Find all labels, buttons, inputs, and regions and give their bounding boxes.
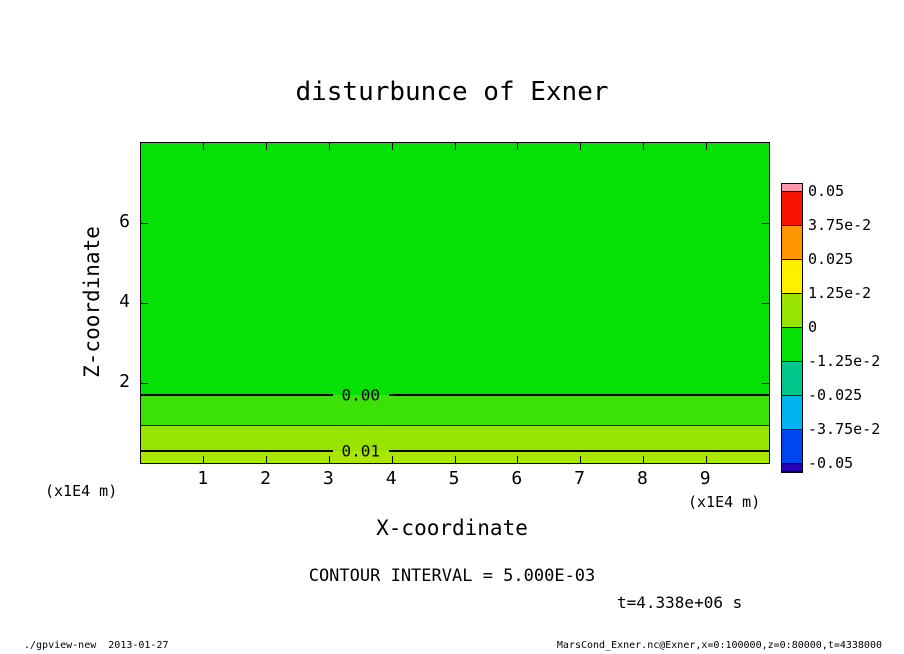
contour-label: 0.01 [341,441,381,461]
x-tick-mark [328,456,330,463]
z-tick-mark [762,222,769,224]
contour-line [388,394,769,396]
chart-title: disturbunce of Exner [295,77,609,107]
z-axis-unit-label: (x1E4 m) [45,482,118,500]
colorbar-box [782,260,802,294]
x-tick-mark [266,143,268,150]
x-tick-mark [454,456,456,463]
x-tick-mark [580,143,582,150]
x-tick-label: 5 [448,468,460,489]
x-tick-label: 7 [574,468,586,489]
colorbar [781,183,803,473]
colorbar-label: 0.025 [808,250,854,268]
x-tick-mark [266,456,268,463]
colorbar-label: -3.75e-2 [808,420,881,438]
colorbar-label: 0 [808,318,818,336]
shade-band [141,395,769,425]
shade-band [141,425,769,451]
x-tick-mark [705,456,707,463]
colorbar-label: -0.05 [808,454,854,472]
contour-label: 0.00 [341,385,381,405]
x-tick-mark [391,143,393,150]
colorbar-box [782,328,802,362]
time-annotation: t=4.338e+06 s [617,593,743,612]
x-tick-mark [328,143,330,150]
z-tick-label: 6 [119,211,130,232]
colorbar-box [782,192,802,226]
x-tick-mark [705,143,707,150]
colorbar-box [782,430,802,464]
x-tick-mark [642,143,644,150]
colorbar-box [782,362,802,396]
x-tick-mark [517,456,519,463]
z-tick-label: 2 [119,371,130,392]
colorbar-box [782,396,802,430]
colorbar-label: -1.25e-2 [808,352,881,370]
x-axis-title: X-coordinate [376,516,528,540]
colorbar-label: 3.75e-2 [808,216,872,234]
contour-line [141,450,333,452]
contour-interval-note: CONTOUR INTERVAL = 5.000E-03 [308,566,596,586]
x-tick-label: 6 [511,468,523,489]
x-tick-label: 3 [322,468,334,489]
colorbar-label: 1.25e-2 [808,284,872,302]
colorbar-box [782,226,802,260]
plot-area: 0.00 0.01 [140,142,770,464]
colorbar-box [782,294,802,328]
colorbar-label: -0.025 [808,386,863,404]
x-tick-mark [203,143,205,150]
x-tick-mark [454,143,456,150]
shade-band [141,143,769,395]
x-axis-unit-label: (x1E4 m) [688,493,761,511]
contour-line [388,450,769,452]
z-tick-mark [141,382,148,384]
x-tick-label: 1 [197,468,209,489]
colorbar-label: 0.05 [808,182,845,200]
x-tick-mark [517,143,519,150]
footer-command-text: ./gpview-new 2013-01-27 [24,640,169,651]
colorbar-box [782,464,802,472]
x-tick-mark [391,456,393,463]
x-tick-mark [203,456,205,463]
x-tick-label: 2 [260,468,272,489]
z-tick-label: 4 [119,291,130,312]
x-tick-label: 8 [636,468,648,489]
footer-source-text: MarsCond_Exner.nc@Exner,x=0:100000,z=0:8… [556,640,882,651]
x-tick-mark [642,456,644,463]
x-tick-label: 9 [699,468,711,489]
contour-line [141,424,769,426]
contour-line [141,394,333,396]
z-tick-mark [762,382,769,384]
colorbar-box [782,184,802,192]
z-tick-mark [762,302,769,304]
x-tick-label: 4 [385,468,397,489]
z-tick-mark [141,302,148,304]
x-tick-mark [580,456,582,463]
z-tick-mark [141,222,148,224]
